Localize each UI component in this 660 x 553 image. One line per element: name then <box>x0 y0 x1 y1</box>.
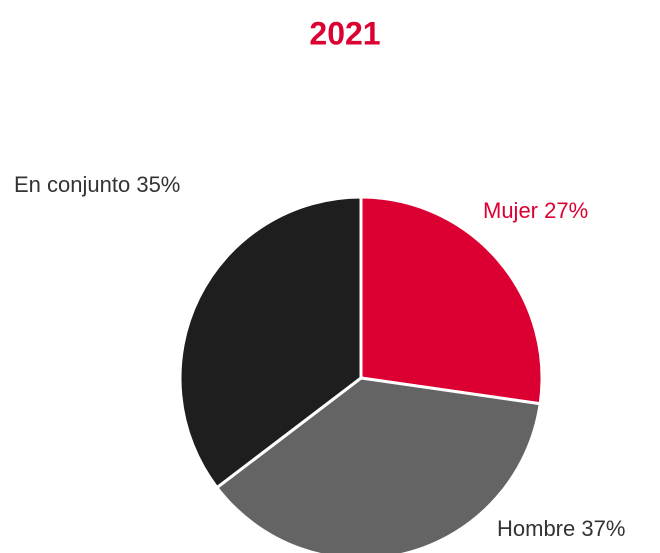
pie-slice <box>215 376 542 553</box>
slice-label: En conjunto 35% <box>14 172 180 197</box>
value-label: 37% <box>581 516 625 541</box>
category-name: Mujer <box>483 198 538 223</box>
slice-label: Hombre 37% <box>497 516 625 541</box>
category-name: Hombre <box>497 516 575 541</box>
slice-label: Mujer 27% <box>483 198 588 223</box>
value-label: 35% <box>136 172 180 197</box>
pie-slice <box>178 195 363 490</box>
value-label: 27% <box>544 198 588 223</box>
chart-title: 2021 <box>309 15 380 51</box>
category-name: En conjunto <box>14 172 130 197</box>
pie-slice <box>359 195 544 406</box>
